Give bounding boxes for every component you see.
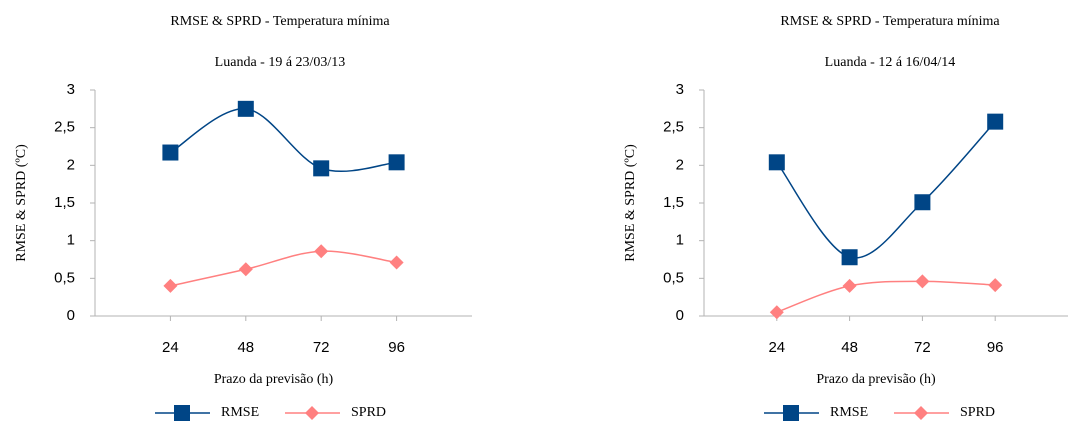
y-tick-label: 2,5 bbox=[663, 119, 684, 136]
legend-marker bbox=[914, 406, 928, 420]
y-tick-label: 0 bbox=[67, 307, 75, 324]
x-tick-label: 48 bbox=[237, 339, 254, 356]
x-tick-label: 48 bbox=[841, 339, 858, 356]
marker bbox=[238, 262, 253, 277]
marker bbox=[237, 100, 254, 117]
chart-title: RMSE & SPRD - Temperatura mínima bbox=[780, 14, 1000, 29]
x-axis-label: Prazo da previsão (h) bbox=[214, 372, 334, 387]
y-tick-label: 2 bbox=[67, 156, 75, 173]
marker bbox=[388, 154, 405, 171]
chart-subtitle: Luanda - 12 á 16/04/14 bbox=[825, 55, 956, 70]
y-tick-label: 3 bbox=[676, 81, 684, 98]
y-tick-label: 1,5 bbox=[54, 194, 75, 211]
x-tick-label: 72 bbox=[313, 339, 330, 356]
chart-subtitle: Luanda - 19 á 23/03/13 bbox=[215, 55, 346, 70]
marker bbox=[769, 305, 784, 320]
marker bbox=[915, 274, 930, 289]
legend-marker bbox=[174, 405, 190, 421]
y-axis-label: RMSE & SPRD (ºC) bbox=[623, 144, 638, 262]
marker bbox=[163, 278, 178, 293]
y-tick-label: 0 bbox=[676, 307, 684, 324]
legend-label: RMSE bbox=[830, 405, 868, 420]
marker bbox=[162, 144, 179, 161]
y-tick-label: 1 bbox=[676, 232, 684, 249]
marker bbox=[914, 194, 931, 211]
y-axis-label: RMSE & SPRD (ºC) bbox=[14, 144, 29, 262]
series-line bbox=[170, 108, 397, 173]
marker bbox=[389, 255, 404, 270]
marker bbox=[988, 278, 1003, 293]
marker bbox=[842, 278, 857, 293]
y-tick-label: 0,5 bbox=[54, 269, 75, 286]
chart-title: RMSE & SPRD - Temperatura mínima bbox=[170, 14, 390, 29]
series-line bbox=[776, 121, 996, 259]
marker bbox=[768, 154, 785, 171]
y-tick-label: 1,5 bbox=[663, 194, 684, 211]
legend-marker bbox=[305, 406, 319, 420]
y-tick-label: 3 bbox=[67, 81, 75, 98]
x-tick-label: 24 bbox=[162, 339, 179, 356]
x-tick-label: 96 bbox=[388, 339, 405, 356]
series-line bbox=[776, 280, 996, 313]
marker bbox=[313, 160, 330, 177]
y-tick-label: 2,5 bbox=[54, 119, 75, 136]
y-tick-label: 2 bbox=[676, 156, 684, 173]
y-tick-label: 0,5 bbox=[663, 269, 684, 286]
x-tick-label: 96 bbox=[987, 339, 1004, 356]
legend-label: SPRD bbox=[960, 405, 995, 420]
legend-marker bbox=[783, 405, 799, 421]
marker bbox=[987, 113, 1004, 130]
x-tick-label: 24 bbox=[768, 339, 785, 356]
series-line bbox=[170, 250, 397, 287]
marker bbox=[841, 249, 858, 266]
x-axis-label: Prazo da previsão (h) bbox=[816, 372, 936, 387]
legend-label: RMSE bbox=[221, 405, 259, 420]
y-tick-label: 1 bbox=[67, 232, 75, 249]
x-tick-label: 72 bbox=[914, 339, 931, 356]
legend-label: SPRD bbox=[351, 405, 386, 420]
marker bbox=[314, 244, 329, 259]
